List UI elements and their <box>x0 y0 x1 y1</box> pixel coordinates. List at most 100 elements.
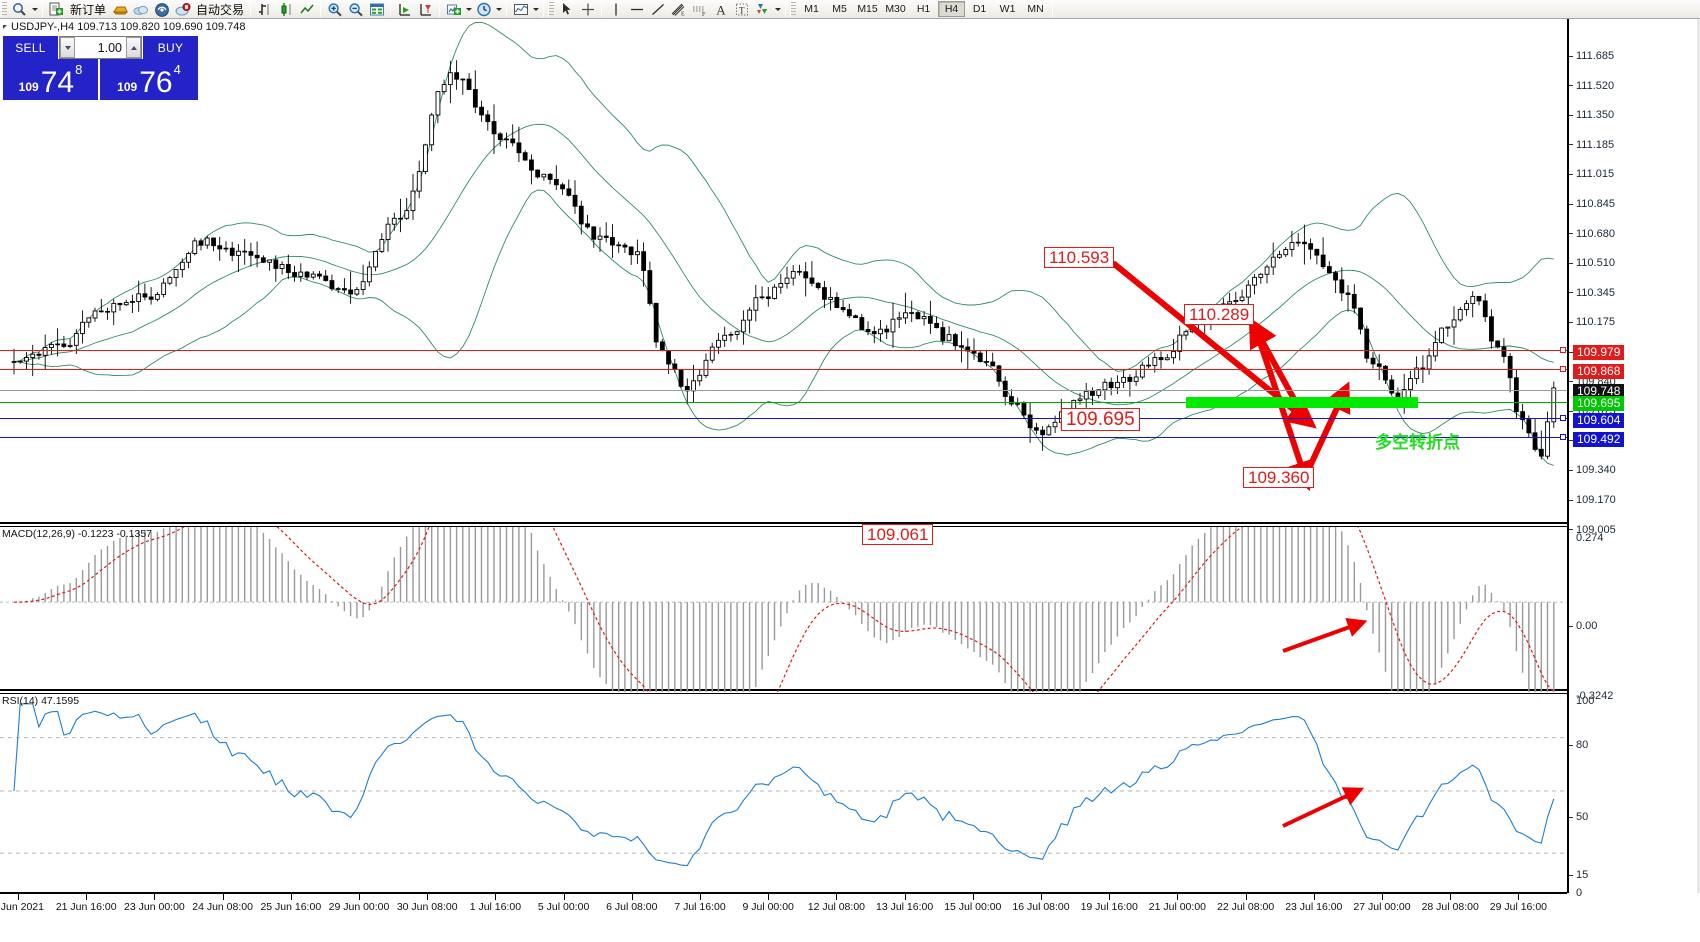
timeframe-button-d1[interactable]: D1 <box>972 3 987 15</box>
price-tick-111015: 111.015 <box>1569 168 1614 180</box>
resistance-line-109979-knob[interactable] <box>1560 347 1566 353</box>
timeframe-button-h1[interactable]: H1 <box>916 3 931 15</box>
chart-candle-icon[interactable] <box>275 1 296 18</box>
time-label: 21 Jun 16:00 <box>55 901 117 913</box>
swing-low-label-109360[interactable]: 109.360 <box>1243 467 1315 488</box>
time-label: 19 Jul 16:00 <box>1080 901 1138 913</box>
chart-shift-icon[interactable] <box>415 1 436 18</box>
support-line-109604[interactable] <box>0 418 1567 419</box>
price-tick-110345: 110.345 <box>1569 287 1615 299</box>
crosshair-icon[interactable] <box>577 1 598 18</box>
volume-stepper[interactable]: 1.00 <box>59 36 142 59</box>
rsi-canvas <box>0 703 1567 867</box>
horizontal-line-icon[interactable] <box>626 1 647 18</box>
swing-low-label-109061[interactable]: 109.061 <box>862 524 934 545</box>
tools-toolbar-grip[interactable] <box>548 1 555 17</box>
time-label: 25 Jun 16:00 <box>260 901 322 913</box>
fibonacci-icon[interactable]: E <box>668 1 689 18</box>
price-badge-support-zone[interactable]: 109.695 <box>1573 396 1625 411</box>
price-badge-support-line[interactable]: 109.492 <box>1573 432 1625 447</box>
down-leg-1-arrow[interactable] <box>1111 260 1317 429</box>
timeframe-button-m5[interactable]: M5 <box>832 3 847 15</box>
swing-high-label-110593[interactable]: 110.593 <box>1044 247 1115 268</box>
time-axis[interactable]: 8 Jun 2021 21 Jun 16:00 23 Jun 00:00 24 Jun… <box>0 893 1700 942</box>
price-badge-resistance-line[interactable]: 109.979 <box>1573 345 1625 360</box>
support-line-109604-knob[interactable] <box>1560 415 1566 421</box>
zoom-in-icon[interactable] <box>324 1 345 18</box>
macd-pane[interactable]: MACD(12,26,9) -0.1223 -0.1357 <box>0 526 1567 692</box>
clock-dropdown-icon[interactable] <box>494 1 503 18</box>
timeframe-button-m15[interactable]: M15 <box>857 3 878 15</box>
templates-icon[interactable] <box>510 1 531 18</box>
clock-icon[interactable] <box>473 1 494 18</box>
price-badge-last-price[interactable]: 109.748 <box>1573 384 1625 399</box>
support-line-109492-knob[interactable] <box>1560 434 1566 440</box>
time-label: 5 Jul 00:00 <box>537 901 590 913</box>
sell-button[interactable]: SELL <box>3 36 59 59</box>
text-icon[interactable]: A <box>710 1 731 18</box>
sell-price-display[interactable]: 109 74 8 <box>3 59 100 100</box>
indicators-icon[interactable] <box>443 1 464 18</box>
new-order-label[interactable]: 新订单 <box>70 2 107 17</box>
cursor-icon[interactable] <box>556 1 577 18</box>
support-zone-band[interactable] <box>1186 397 1418 408</box>
vertical-line-icon[interactable] <box>605 1 626 18</box>
rsi-pane[interactable]: RSI(14) 47.1595 <box>0 693 1567 893</box>
chinese-turning-point-note[interactable]: 多空转折点 <box>1375 433 1460 453</box>
price-chart-pane[interactable]: 110.593 110.289 109.695 109.360 109.061 … <box>0 19 1567 545</box>
resistance-line-109868-knob[interactable] <box>1560 366 1566 372</box>
price-badge-resistance-line[interactable]: 109.868 <box>1573 364 1625 379</box>
new-order-icon[interactable] <box>46 1 67 18</box>
price-tick-109340: 109.340 <box>1569 464 1616 476</box>
shapes-dropdown-icon[interactable] <box>773 1 782 18</box>
fibo-fan-icon[interactable]: F <box>689 1 710 18</box>
volume-increase-button[interactable] <box>126 37 141 58</box>
toolbar-grip[interactable] <box>1 1 7 17</box>
rsi-line <box>13 703 1555 867</box>
timeframe-button-h4[interactable]: H4 <box>938 1 966 17</box>
rsi-up-arrow[interactable] <box>1282 787 1365 828</box>
one-click-trading-panel[interactable]: SELL 1.00 BUY 109 74 8 109 76 4 <box>3 36 198 100</box>
price-axis[interactable]: 111.685 111.520 111.350 111.185 111.015 110.8… <box>1569 19 1700 899</box>
timeframe-button-mn[interactable]: MN <box>1027 3 1044 15</box>
timeframe-button-m1[interactable]: M1 <box>804 3 819 15</box>
buy-price-display[interactable]: 109 76 4 <box>100 59 198 100</box>
volume-value[interactable]: 1.00 <box>97 40 122 55</box>
toolbar-separator <box>506 1 508 17</box>
autotrading-icon[interactable] <box>172 1 193 18</box>
chart-bar-icon[interactable] <box>254 1 275 18</box>
signal-icon[interactable] <box>151 1 172 18</box>
macd-histogram <box>19 527 1555 692</box>
timeframe-button-m30[interactable]: M30 <box>885 3 906 15</box>
magnifier-icon[interactable] <box>9 1 30 18</box>
resistance-line-109868[interactable] <box>0 369 1567 370</box>
resistance-line-109979[interactable] <box>0 350 1567 351</box>
templates-dropdown-icon[interactable] <box>531 1 540 18</box>
collapse-triangle-icon[interactable] <box>3 25 7 29</box>
chart-area[interactable]: USDJPY-,H4 109.713 109.820 109.690 109.7… <box>0 19 1700 942</box>
shapes-icon[interactable] <box>752 1 773 18</box>
time-tick <box>359 893 360 900</box>
support-level-label-109695[interactable]: 109.695 <box>1061 408 1140 431</box>
chart-line-icon[interactable] <box>296 1 317 18</box>
support-line-109492[interactable] <box>0 437 1567 438</box>
magnifier-dropdown-icon[interactable] <box>30 1 39 18</box>
data-window-icon[interactable] <box>366 1 387 18</box>
vertical-scrollbar[interactable] <box>1697 19 1700 893</box>
trend-line-icon[interactable] <box>647 1 668 18</box>
gold-bar-icon[interactable] <box>109 1 130 18</box>
autotrading-label[interactable]: 自动交易 <box>196 2 245 17</box>
timeframe-button-w1[interactable]: W1 <box>999 3 1016 15</box>
buy-button[interactable]: BUY <box>142 36 198 59</box>
price-badge-support-line[interactable]: 109.604 <box>1573 413 1625 428</box>
auto-scroll-icon[interactable] <box>394 1 415 18</box>
volume-decrease-button[interactable] <box>60 37 75 58</box>
indicators-dropdown-icon[interactable] <box>464 1 473 18</box>
text-label-icon[interactable]: T <box>731 1 752 18</box>
zoom-out-icon[interactable] <box>345 1 366 18</box>
rsi-title: RSI(14) 47.1595 <box>2 695 80 707</box>
cloud-icon[interactable] <box>130 1 151 18</box>
swing-high-label-110289[interactable]: 110.289 <box>1184 304 1255 325</box>
macd-up-arrow[interactable] <box>1282 617 1368 653</box>
period-toolbar-grip[interactable] <box>790 1 797 17</box>
